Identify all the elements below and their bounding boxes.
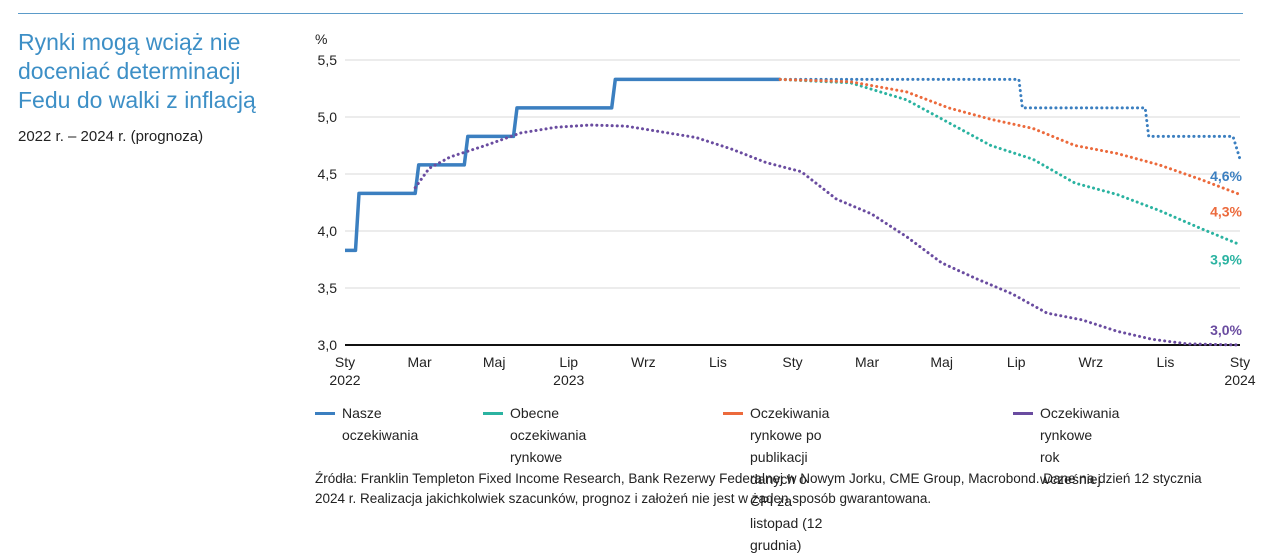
legend-swatch-nasze bbox=[315, 412, 335, 415]
chart-subtitle: 2022 r. – 2024 r. (prognoza) bbox=[18, 128, 204, 145]
legend-label-nasze: Nasze oczekiwania bbox=[342, 405, 419, 443]
y-tick-label: 3,0 bbox=[318, 337, 338, 353]
x-tick-label: Maj bbox=[483, 354, 506, 370]
series-end-label: 3,9% bbox=[1210, 252, 1242, 268]
x-tick-label: Wrz bbox=[1079, 354, 1104, 370]
x-tick-label: Sty bbox=[335, 354, 355, 370]
y-axis-unit: % bbox=[315, 31, 327, 47]
x-tick-label: Mar bbox=[855, 354, 879, 370]
x-tick-label: Lis bbox=[1156, 354, 1174, 370]
top-rule bbox=[18, 13, 1243, 14]
end-labels: 4,6% 3,9% 4,3% 3,0% bbox=[1210, 168, 1242, 338]
x-tick-label: Lip bbox=[559, 354, 578, 370]
x-tick-label: Sty bbox=[1230, 354, 1250, 370]
legend-swatch-obecne bbox=[483, 412, 503, 415]
series-line bbox=[778, 77, 1242, 247]
series-lines bbox=[345, 77, 1242, 347]
source-note: Źródła: Franklin Templeton Fixed Income … bbox=[315, 471, 1202, 506]
x-tick-label: Maj bbox=[930, 354, 953, 370]
x-tick-year: 2023 bbox=[553, 372, 584, 388]
series-line bbox=[413, 123, 1242, 347]
legend-label-rok: Oczekiwania rynkowe rok wcześniej bbox=[1040, 405, 1120, 487]
x-tick-year: 2022 bbox=[329, 372, 360, 388]
x-tick-label: Mar bbox=[408, 354, 432, 370]
y-tick-label: 5,0 bbox=[318, 109, 338, 125]
series-line bbox=[778, 77, 1242, 161]
y-tick-label: 4,0 bbox=[318, 223, 338, 239]
y-tick-label: 5,5 bbox=[318, 52, 338, 68]
legend-swatch-rok bbox=[1013, 412, 1033, 415]
x-tick-label: Sty bbox=[782, 354, 802, 370]
legend-swatch-cpi bbox=[723, 412, 743, 415]
x-tick-label: Wrz bbox=[631, 354, 656, 370]
y-tick-label: 4,5 bbox=[318, 166, 338, 182]
series-end-label: 4,6% bbox=[1210, 168, 1242, 184]
legend: Nasze oczekiwania Obecne oczekiwania ryn… bbox=[315, 402, 1265, 553]
x-tick-label: Lip bbox=[1007, 354, 1026, 370]
y-axis-ticks: % 3,0 3,5 4,0 4,5 5,0 5,5 bbox=[315, 31, 337, 353]
chart-title: Rynki mogą wciąż nie doceniać determinac… bbox=[18, 29, 256, 113]
legend-label-obecne: Obecne oczekiwania rynkowe bbox=[510, 405, 587, 465]
series-end-label: 3,0% bbox=[1210, 322, 1242, 338]
series-line bbox=[778, 77, 1242, 196]
x-tick-label: Lis bbox=[709, 354, 727, 370]
grid-lines bbox=[345, 59, 1240, 346]
series-line bbox=[345, 77, 781, 253]
x-axis-ticks: Sty 2022 Mar Maj Lip 2023 Wrz Lis Sty Mar Maj Lip Wr… bbox=[329, 354, 1255, 388]
y-tick-label: 3,5 bbox=[318, 280, 338, 296]
series-end-label: 4,3% bbox=[1210, 204, 1242, 220]
x-tick-year: 2024 bbox=[1224, 372, 1255, 388]
line-chart: % 3,0 3,5 4,0 4,5 5,0 5,5 Sty 2022 Mar Maj Lip 2023… bbox=[315, 31, 1256, 388]
